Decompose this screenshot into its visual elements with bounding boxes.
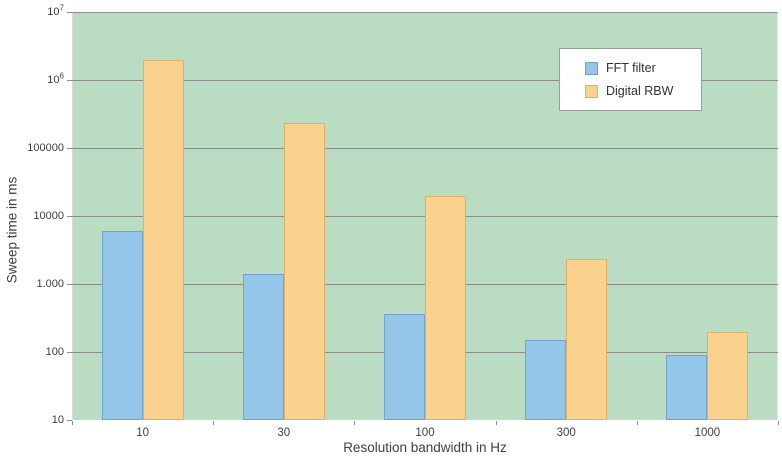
bar-digital-rbw-10 [142,59,184,420]
bar-fft-filter-300 [525,340,567,420]
bar-digital-rbw-1000 [707,331,749,420]
y-axis-tick-label: 10 [51,414,64,426]
legend-swatch-digital-rbw-icon [585,84,598,98]
y-axis-tick [67,284,72,285]
x-axis-tick [213,421,215,425]
gridline [72,80,778,81]
y-axis-tick [67,80,72,81]
x-axis-tick [495,421,497,425]
bar-fft-filter-100 [384,314,425,420]
y-axis-tick-label: 10000 [33,210,64,222]
bar-fft-filter-1000 [666,355,708,420]
x-axis-tick-label: 300 [556,427,576,439]
x-axis-tick [778,421,779,425]
bar-digital-rbw-300 [566,259,608,420]
y-axis-tick-label: 1.000 [36,278,64,290]
legend-label-digital-rbw: Digital RBW [606,84,674,98]
bar-digital-rbw-100 [425,195,466,420]
y-axis-tick-label: 100000 [27,142,64,154]
y-axis-tick [67,148,72,149]
y-axis-tick-label: 106 [47,71,64,86]
y-axis-tick-exponent: 6 [59,71,64,81]
x-axis-tick-label: 1000 [694,427,721,439]
legend-label-fft-filter: FFT filter [606,61,656,75]
x-axis-tick-label: 100 [415,427,435,439]
y-axis-title: Sweep time in ms [4,176,20,284]
y-axis-tick [67,352,72,353]
y-axis-tick-label: 100 [45,346,64,358]
y-axis-tick-exponent: 7 [59,3,64,13]
bar-fft-filter-30 [242,274,284,420]
legend-swatch-fft-filter-icon [585,61,598,75]
x-axis-tick-label: 30 [277,427,291,439]
bar-digital-rbw-30 [283,123,325,420]
x-axis-tick [636,421,638,425]
y-axis-tick [67,216,72,217]
x-axis-tick-label: 10 [136,427,149,439]
y-axis-tick [67,420,72,421]
y-axis-tick [67,12,72,13]
legend: FFT filter Digital RBW [559,48,702,111]
x-axis-tick [354,421,356,425]
bar-fft-filter-10 [101,231,143,420]
x-axis-title: Resolution bandwidth in Hz [343,440,507,455]
y-axis-tick-label: 107 [47,3,64,18]
x-axis-tick [72,421,73,425]
legend-item-fft-filter: FFT filter [585,61,701,75]
gridline [72,148,778,149]
legend-item-digital-rbw: Digital RBW [585,84,701,98]
